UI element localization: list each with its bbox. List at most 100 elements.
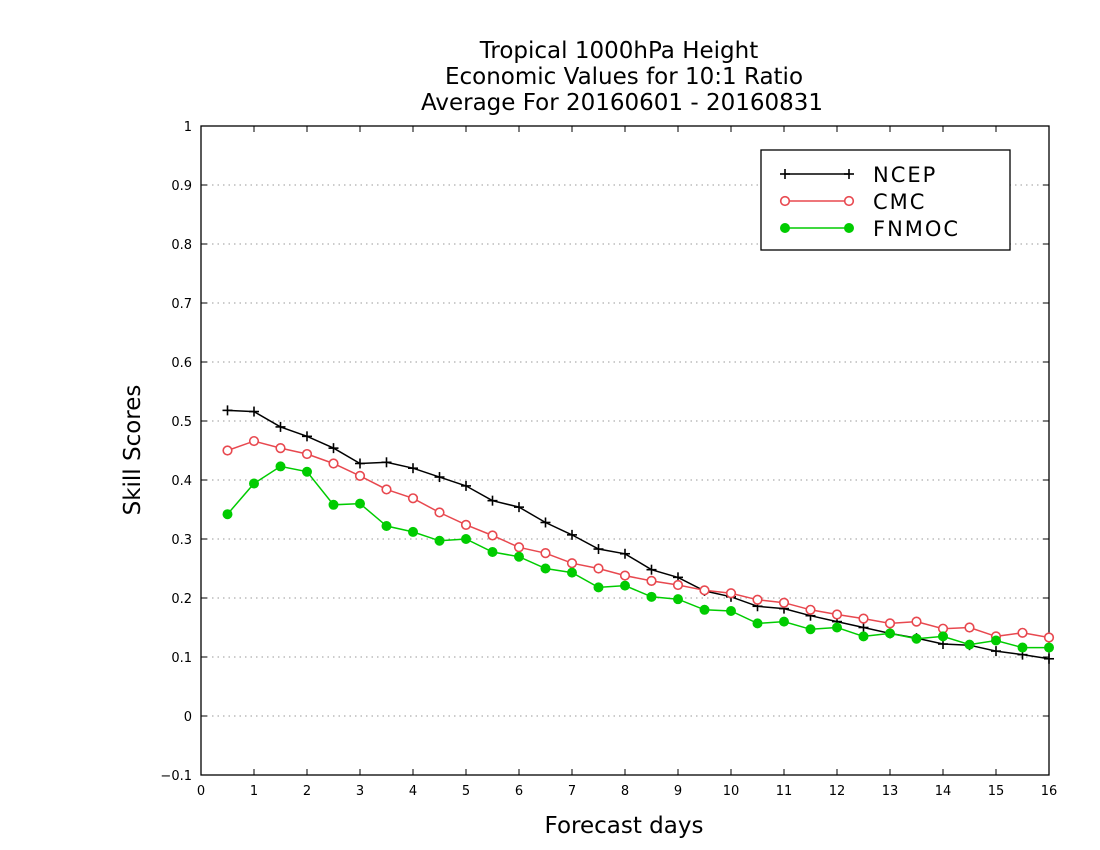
- y-tick-label: 0: [184, 710, 192, 725]
- legend-box: [760, 149, 1011, 251]
- point-cmc: [301, 448, 313, 460]
- x-tick-label: 1: [250, 784, 258, 799]
- point-cmc: [593, 563, 604, 574]
- x-tick-label: 14: [935, 784, 952, 799]
- point-fnmoc: [540, 563, 551, 574]
- x-tick-label: 15: [988, 784, 1005, 799]
- point-cmc: [381, 484, 392, 495]
- point-cmc: [646, 575, 657, 586]
- chart-title-line-2: Economic Values for 10:1 Ratio: [445, 64, 803, 90]
- point-ncep: [408, 463, 418, 474]
- point-fnmoc: [938, 631, 948, 642]
- point-cmc: [1017, 627, 1028, 638]
- point-ncep: [1044, 653, 1054, 664]
- point-ncep: [249, 406, 259, 417]
- point-cmc: [619, 570, 631, 581]
- point-cmc: [911, 616, 922, 627]
- point-fnmoc: [434, 535, 445, 546]
- point-ncep: [514, 502, 524, 513]
- point-ncep: [328, 443, 339, 454]
- point-cmc: [884, 618, 896, 629]
- legend-marker: [779, 195, 791, 207]
- axis-ticks: −0.100.10.20.30.40.50.60.70.80.910 1 2 3 4 5 6…: [160, 120, 1057, 799]
- point-ncep: [540, 517, 551, 528]
- point-fnmoc: [752, 618, 763, 629]
- point-fnmoc: [355, 498, 365, 509]
- series-cmc: [222, 435, 1055, 643]
- point-fnmoc: [673, 594, 683, 605]
- x-tick-label: 13: [882, 784, 899, 799]
- point-ncep: [991, 646, 1001, 657]
- point-ncep: [487, 495, 498, 506]
- point-fnmoc: [805, 624, 816, 635]
- series-line-fnmoc: [226, 465, 1049, 649]
- legend-marker: [780, 169, 790, 179]
- point-ncep: [858, 622, 869, 633]
- grid-lines: [201, 184, 1049, 717]
- point-fnmoc: [858, 631, 869, 642]
- point-fnmoc: [222, 509, 233, 520]
- series-fnmoc: [222, 461, 1054, 653]
- point-fnmoc: [646, 591, 657, 602]
- point-fnmoc: [275, 461, 286, 472]
- point-cmc: [540, 548, 551, 559]
- point-fnmoc: [1017, 642, 1028, 653]
- point-cmc: [805, 604, 816, 615]
- legend-label-fnmoc: FNMOC: [873, 217, 960, 241]
- point-fnmoc: [911, 633, 922, 644]
- point-cmc: [831, 609, 843, 620]
- x-tick-label: 11: [776, 784, 793, 799]
- point-fnmoc: [964, 639, 975, 650]
- point-cmc: [699, 585, 710, 596]
- point-ncep: [434, 472, 445, 483]
- legend: NCEP CMC FNMOC: [760, 149, 1011, 251]
- x-tick-label: 16: [1041, 784, 1058, 799]
- point-cmc: [354, 470, 366, 481]
- point-cmc: [434, 507, 445, 518]
- point-cmc: [566, 558, 578, 569]
- point-ncep: [222, 405, 233, 416]
- point-cmc: [964, 622, 975, 633]
- x-tick-label: 8: [621, 784, 629, 799]
- point-fnmoc: [832, 622, 842, 633]
- point-cmc: [672, 579, 684, 591]
- y-tick-label: 0.8: [171, 238, 192, 253]
- y-tick-label: 0.2: [171, 592, 192, 607]
- y-tick-label: 0.9: [171, 179, 192, 194]
- legend-item-fnmoc: FNMOC: [780, 217, 960, 241]
- legend-label-cmc: CMC: [873, 190, 926, 214]
- point-fnmoc: [726, 605, 736, 616]
- point-cmc: [248, 435, 260, 447]
- x-tick-label: 2: [303, 784, 311, 799]
- y-tick-label: 0.6: [171, 356, 192, 371]
- point-cmc: [1043, 632, 1055, 643]
- point-cmc: [222, 445, 233, 456]
- point-fnmoc: [461, 534, 471, 544]
- y-tick-label: 0.7: [171, 297, 192, 312]
- legend-item-cmc: CMC: [779, 190, 926, 214]
- point-cmc: [487, 530, 498, 541]
- x-tick-label: 4: [409, 784, 417, 799]
- y-tick-label: 0.1: [171, 651, 192, 666]
- x-axis-label: Forecast days: [545, 813, 704, 839]
- point-fnmoc: [1044, 642, 1054, 653]
- x-tick-label: 9: [674, 784, 682, 799]
- point-fnmoc: [408, 526, 418, 537]
- point-ncep: [646, 564, 657, 575]
- legend-marker: [843, 195, 855, 207]
- point-cmc: [460, 519, 472, 530]
- point-cmc: [778, 597, 790, 608]
- x-tick-label: 6: [515, 784, 523, 799]
- point-fnmoc: [620, 580, 630, 591]
- point-cmc: [858, 613, 869, 624]
- y-tick-label: 0.3: [171, 533, 192, 548]
- point-fnmoc: [567, 567, 577, 578]
- point-fnmoc: [779, 616, 789, 627]
- legend-item-ncep: NCEP: [780, 163, 935, 187]
- y-tick-label: −0.1: [160, 769, 192, 784]
- chart-title: Tropical 1000hPa Height Economic Values …: [421, 38, 823, 116]
- point-fnmoc: [302, 466, 312, 477]
- point-fnmoc: [487, 546, 498, 557]
- x-tick-label: 10: [723, 784, 740, 799]
- x-tick-label: 3: [356, 784, 364, 799]
